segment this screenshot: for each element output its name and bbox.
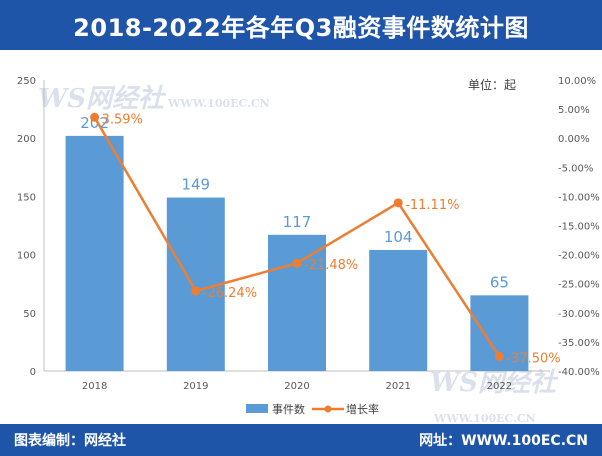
bar (369, 249, 428, 371)
right-tick-label: -40.00% (558, 367, 600, 378)
bar (268, 234, 326, 371)
growth-rate-label: 3.59% (102, 112, 143, 127)
x-tick-label: 2022 (487, 381, 512, 392)
right-tick-label: -10.00% (558, 192, 600, 203)
right-tick-label: -30.00% (558, 309, 600, 320)
growth-rate-point (191, 286, 201, 296)
growth-rate-label: -21.48% (304, 258, 358, 273)
growth-rate-label: -11.11% (405, 198, 459, 213)
right-tick-label: 10.00% (558, 76, 596, 87)
left-tick-label: 250 (17, 76, 36, 87)
legend-line-marker (324, 405, 332, 413)
growth-rate-label: -26.24% (203, 286, 257, 301)
right-tick-label: -20.00% (558, 251, 600, 262)
footer-source: 图表编制：网经社 (14, 433, 126, 449)
legend-line-label: 增长率 (346, 402, 379, 416)
growth-rate-point (393, 198, 403, 208)
left-tick-label: 0 (30, 367, 36, 378)
growth-rate-point (90, 112, 100, 122)
right-tick-label: -15.00% (558, 222, 600, 233)
x-tick-label: 2020 (284, 381, 309, 392)
left-tick-label: 200 (17, 134, 36, 145)
right-tick-label: -35.00% (558, 338, 600, 349)
legend-bar-label: 事件数 (272, 403, 305, 416)
footer-website: 网址：WWW.100EC.CN (419, 433, 588, 449)
combo-chart: 0 50 100 150 200 250 10.00% 5.00% 0.00% -5.00% -10… (17, 76, 600, 416)
right-tick-label: 0.00% (558, 134, 590, 145)
legend-bar-swatch (246, 404, 268, 413)
left-tick-label: 100 (17, 251, 36, 262)
left-tick-label: 50 (23, 309, 36, 320)
header-banner: 2018-2022年各年Q3融资事件数统计图 (0, 0, 602, 50)
right-tick-label: -5.00% (558, 163, 593, 174)
unit-note: 单位：起 (467, 78, 516, 92)
bar (166, 197, 225, 371)
right-tick-label: 5.00% (558, 105, 590, 116)
chart-title: 2018-2022年各年Q3融资事件数统计图 (73, 13, 529, 42)
growth-rate-point (292, 258, 302, 268)
bar (65, 135, 124, 371)
bar-data-label: 104 (384, 228, 413, 246)
x-tick-label: 2019 (183, 381, 208, 392)
left-tick-label: 150 (17, 192, 36, 203)
footer-banner: 图表编制：网经社 网址：WWW.100EC.CN (0, 424, 602, 456)
bar-data-label: 149 (181, 176, 210, 194)
right-tick-label: -25.00% (558, 280, 600, 291)
bar-data-label: 65 (490, 273, 509, 291)
x-tick-label: 2018 (82, 381, 107, 392)
bar-data-label: 117 (283, 213, 312, 231)
growth-rate-label: -37.50% (506, 351, 560, 366)
x-tick-label: 2021 (385, 381, 410, 392)
growth-rate-point (494, 351, 504, 361)
